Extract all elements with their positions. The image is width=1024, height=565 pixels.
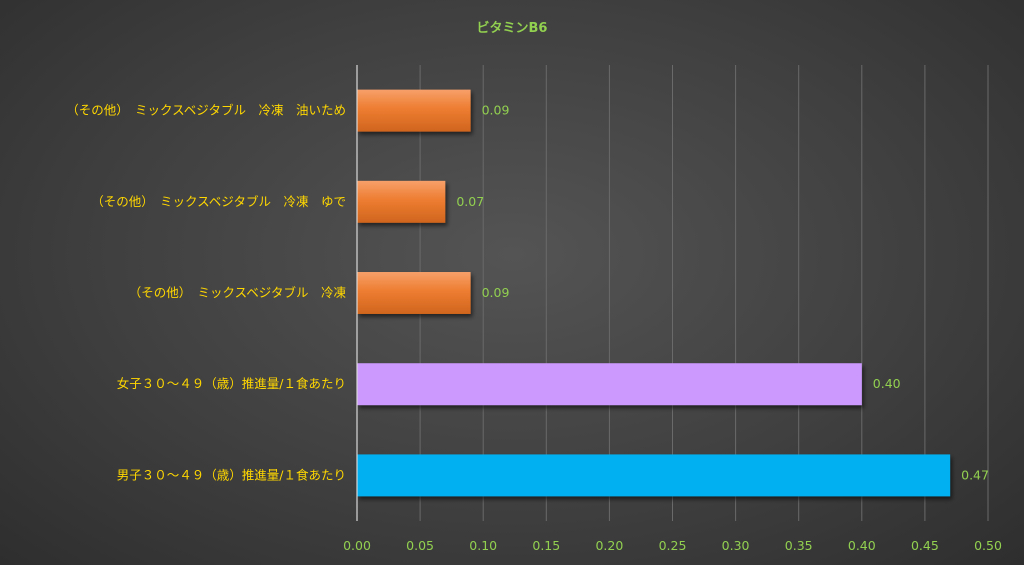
x-tick-label: 0.40 (848, 538, 876, 553)
gridlines (419, 65, 989, 521)
x-tick-label: 0.05 (406, 538, 434, 553)
x-tick-label: 0.30 (722, 538, 750, 553)
data-label: 0.47 (961, 467, 989, 482)
bar (357, 363, 862, 406)
x-tick-label: 0.10 (469, 538, 497, 553)
category-label: （その他） ミックスベジタブル 冷凍 (129, 285, 347, 300)
x-tick-label: 0.25 (659, 538, 687, 553)
bar (357, 272, 471, 314)
data-label: 0.09 (482, 285, 510, 300)
x-tick-label: 0.20 (595, 538, 623, 553)
category-label: （その他） ミックスベジタブル 冷凍 油いため (66, 103, 346, 118)
category-label: （その他） ミックスベジタブル 冷凍 ゆで (91, 194, 346, 209)
bars (357, 89, 951, 497)
data-label: 0.09 (482, 103, 510, 118)
bar (357, 454, 951, 497)
bar (357, 89, 471, 132)
bar (357, 180, 446, 223)
chart-title: ビタミンB6 (477, 20, 548, 36)
category-label: 男子３０～４９（歳）推進量/１食あたり (117, 467, 346, 482)
labels: 0.00 0.05 0.10 0.15 0.20 0.25 0.30 0.35 0.40 0.45… (66, 103, 1002, 553)
x-tick-label: 0.15 (532, 538, 560, 553)
x-tick-label: 0.00 (343, 538, 371, 553)
category-label: 女子３０～４９（歳）推進量/１食あたり (117, 376, 346, 391)
data-label: 0.40 (873, 376, 901, 391)
x-tick-label: 0.45 (911, 538, 939, 553)
x-tick-label: 0.50 (974, 538, 1002, 553)
x-tick-label: 0.35 (785, 538, 813, 553)
data-label: 0.07 (456, 194, 484, 209)
